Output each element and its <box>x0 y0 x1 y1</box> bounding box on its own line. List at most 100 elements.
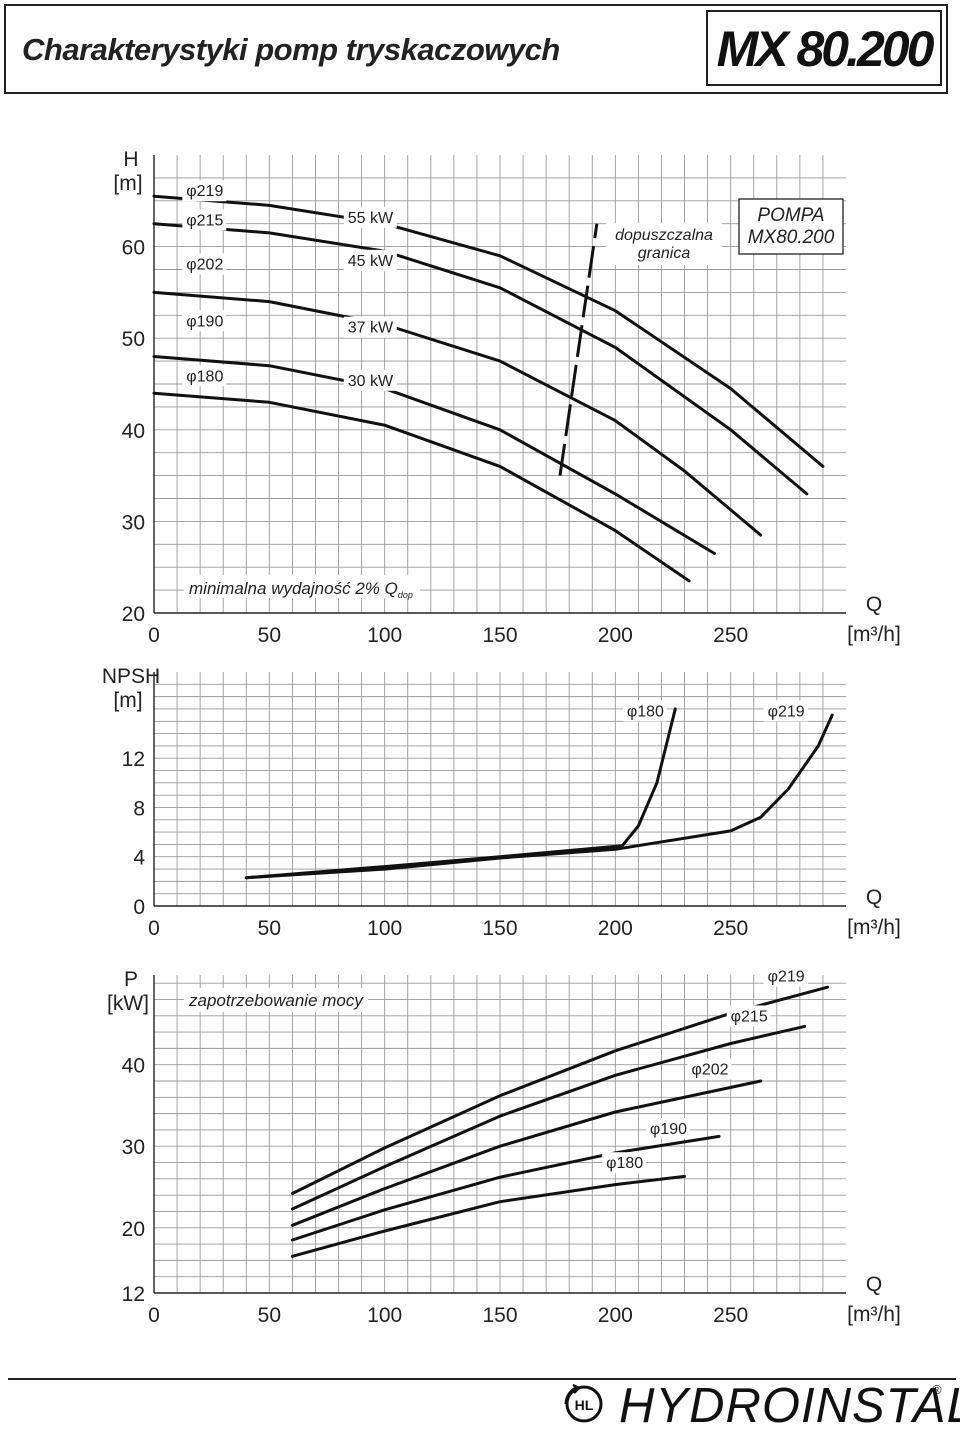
label-bg <box>602 1152 647 1174</box>
label-bg <box>182 310 227 332</box>
series-curve-d215 <box>152 222 809 496</box>
y-tick-label: 60 <box>122 237 145 260</box>
curve-label: φ215 <box>731 1008 768 1025</box>
page-title: Charakterystyki pomp tryskaczowych <box>22 32 560 67</box>
x-tick-label: 0 <box>148 624 160 647</box>
brand-registered-mark: ® <box>932 1382 942 1397</box>
curve-label: φ219 <box>768 703 805 720</box>
label-bg <box>343 249 397 271</box>
x-tick-label: 100 <box>367 917 402 940</box>
curve-label: φ219 <box>768 969 805 986</box>
series-curve-d190 <box>290 1134 721 1242</box>
curve-label: φ180 <box>186 368 223 385</box>
x-axis-unit: [m³/h] <box>847 623 901 646</box>
hydroinstal-logo-icon: HL <box>564 1383 603 1423</box>
y-tick-label: 20 <box>122 1218 145 1241</box>
x-tick-label: 100 <box>367 1304 402 1327</box>
model-legend-line1: POMPA <box>757 205 824 226</box>
curve-label: 55 kW <box>348 210 394 227</box>
curve-label: 45 kW <box>348 253 394 270</box>
series-curve-d219 <box>152 194 825 468</box>
annotation-subscript: dop <box>398 590 413 600</box>
x-tick-label: 150 <box>482 917 517 940</box>
x-tick-label: 0 <box>148 1304 160 1327</box>
y-tick-label: 50 <box>122 328 145 351</box>
head-chart: 0 50 100 150 200 250 20 30 40 50 60 H[m] Q [m³/h] φ219… <box>113 148 900 647</box>
model-box: MX 80.200 <box>706 10 942 86</box>
y-axis-unit: [m] <box>113 689 142 712</box>
x-axis-unit: [m³/h] <box>847 916 901 939</box>
curve-label: 37 kW <box>348 320 394 337</box>
label-bg <box>763 700 808 722</box>
x-tick-label: 200 <box>598 624 633 647</box>
model-legend-line2: MX80.200 <box>748 227 835 248</box>
label-bg <box>343 369 397 391</box>
x-tick-label: 250 <box>713 1304 748 1327</box>
x-tick-label: 50 <box>258 1304 281 1327</box>
y-tick-label: 30 <box>122 511 145 534</box>
y-tick-label: 30 <box>122 1136 145 1159</box>
x-tick-label: 50 <box>258 917 281 940</box>
curve-label: φ180 <box>627 703 664 720</box>
x-tick-label: 0 <box>148 917 160 940</box>
y-tick-label: 4 <box>133 847 145 870</box>
curve-label: φ190 <box>650 1121 687 1138</box>
label-bg <box>763 965 808 987</box>
min-flow-annotation: minimalna wydajność 2% Qdop <box>189 579 413 600</box>
curve-label: φ202 <box>691 1061 728 1078</box>
x-tick-label: 150 <box>482 624 517 647</box>
x-tick-label: 250 <box>713 624 748 647</box>
curve-label: φ202 <box>186 257 223 274</box>
label-bg <box>645 1118 690 1139</box>
label-bg <box>343 316 397 338</box>
brand-name: HYDROINSTAL <box>619 1379 960 1433</box>
x-axis-title: Q <box>866 593 882 616</box>
y-tick-label: 8 <box>133 797 145 820</box>
header-frame: Charakterystyki pomp tryskaczowych MX 80… <box>4 4 948 94</box>
series-curve-d202 <box>290 1079 763 1227</box>
y-axis-unit: [kW] <box>107 992 149 1015</box>
series-curve-d190 <box>152 355 716 555</box>
curve-label: φ215 <box>186 213 223 230</box>
label-bg <box>182 180 227 202</box>
label-bg <box>182 209 227 231</box>
y-tick-label: 20 <box>122 603 145 626</box>
series-curve-d215 <box>290 1024 806 1211</box>
y-tick-label: 12 <box>122 1283 145 1306</box>
y-tick-label: 12 <box>122 748 145 771</box>
series-curve-d180 <box>290 1174 686 1258</box>
brand: HL HYDROINSTAL ® <box>556 1379 960 1433</box>
series-curve-d202 <box>152 290 763 537</box>
limit-label-bg <box>606 223 722 265</box>
x-tick-label: 200 <box>598 1304 633 1327</box>
y-tick-label: 40 <box>122 420 145 443</box>
y-tick-label: 0 <box>133 896 145 919</box>
y-axis-title: H <box>123 148 138 171</box>
model-label: MX 80.200 <box>716 21 935 77</box>
label-bg <box>182 365 227 387</box>
x-tick-label: 100 <box>367 624 402 647</box>
label-bg <box>343 206 397 228</box>
limit-label-1: dopuszczalna <box>615 227 713 244</box>
y-tick-label: 40 <box>122 1055 145 1078</box>
curve-label: 30 kW <box>348 373 394 390</box>
x-tick-label: 50 <box>258 624 281 647</box>
y-axis-title: NPSH <box>102 665 160 688</box>
npsh-chart: 0 50 100 150 200 250 0 4 8 12 NPSH[m] Q [m³/h] φ180 φ2… <box>102 665 901 940</box>
label-bg <box>687 1058 732 1080</box>
footer-divider <box>8 1378 956 1380</box>
x-tick-label: 250 <box>713 917 748 940</box>
label-bg <box>182 253 227 275</box>
annotation-bg <box>184 575 420 598</box>
x-axis-title: Q <box>866 1273 882 1296</box>
series-curve-d180 <box>244 707 677 880</box>
model-legend-box <box>738 198 844 255</box>
limit-label-2: granica <box>638 245 691 262</box>
y-axis-title: P <box>124 968 138 991</box>
logo-text: HL <box>575 1397 594 1413</box>
x-tick-label: 150 <box>482 1304 517 1327</box>
series-curve-d219 <box>244 713 834 880</box>
power-chart: 0 50 100 150 200 250 12 20 30 40 P[kW] Q [m³/h] φ219 φ… <box>107 965 901 1327</box>
curve-label: φ180 <box>606 1155 643 1172</box>
